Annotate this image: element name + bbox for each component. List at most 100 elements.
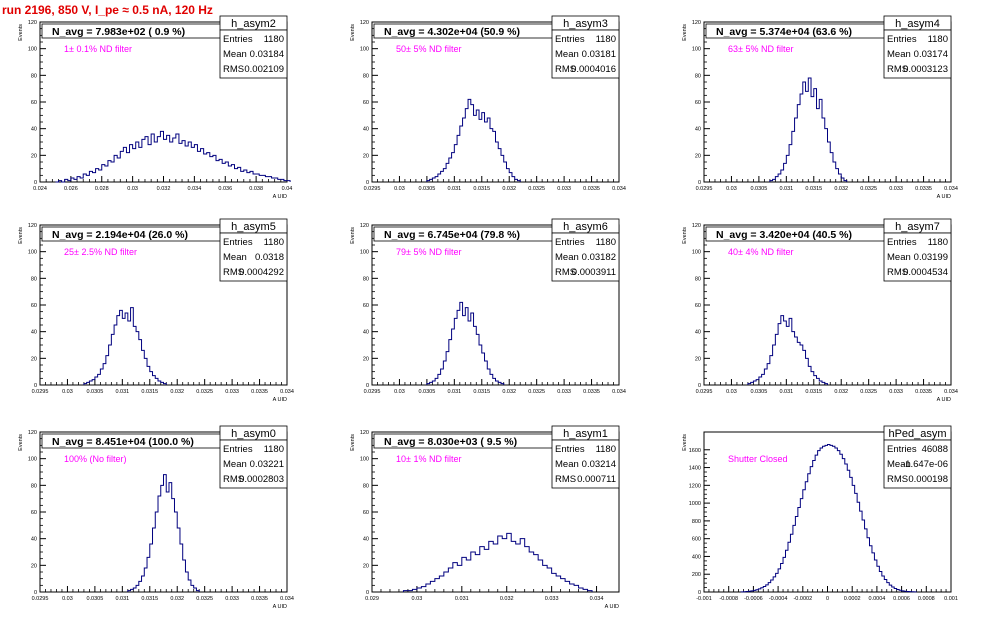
stats-title: h_asym7 bbox=[895, 221, 940, 233]
y-axis-label: Events bbox=[350, 24, 356, 41]
y-tick-label: 40 bbox=[695, 127, 701, 133]
y-tick-label: 200 bbox=[692, 572, 701, 578]
y-tick-label: 60 bbox=[31, 100, 37, 106]
y-tick-label: 20 bbox=[363, 153, 369, 159]
y-axis-label: Events bbox=[350, 434, 356, 451]
x-tick-label: -0.0006 bbox=[744, 596, 763, 602]
y-tick-label: 120 bbox=[28, 223, 37, 229]
x-tick-label: 0.031 bbox=[115, 596, 129, 602]
x-tick-label: -0.0008 bbox=[719, 596, 738, 602]
x-tick-label: 0.0305 bbox=[86, 389, 103, 395]
annotation-text: 25± 2.5% ND filter bbox=[64, 247, 137, 257]
stats-value: 0.03199 bbox=[914, 252, 948, 263]
stats-value: 1180 bbox=[928, 34, 948, 45]
x-tick-label: 0.034 bbox=[280, 596, 294, 602]
stats-value: 0.0004534 bbox=[903, 267, 948, 278]
x-tick-label: 0.0335 bbox=[915, 186, 932, 192]
stats-value: 0.0318 bbox=[255, 252, 284, 263]
y-tick-label: 1400 bbox=[689, 466, 701, 472]
y-tick-label: 20 bbox=[695, 153, 701, 159]
headline-text: N_avg = 7.983e+02 ( 0.9 %) bbox=[52, 26, 185, 38]
y-tick-label: 120 bbox=[360, 223, 369, 229]
stats-label: Entries bbox=[887, 34, 917, 45]
y-tick-label: 60 bbox=[31, 303, 37, 309]
x-tick-label: 0.0325 bbox=[528, 186, 545, 192]
x-tick-label: 0.033 bbox=[557, 389, 571, 395]
y-tick-label: 800 bbox=[692, 519, 701, 525]
y-tick-label: 20 bbox=[31, 356, 37, 362]
x-axis-label: A UID bbox=[273, 604, 287, 610]
y-tick-label: 120 bbox=[28, 430, 37, 436]
y-tick-label: 40 bbox=[31, 537, 37, 543]
stats-value: 0.03182 bbox=[582, 252, 616, 263]
x-tick-label: 0.0335 bbox=[583, 186, 600, 192]
stats-box bbox=[883, 439, 952, 489]
stats-value: 0.0004292 bbox=[239, 267, 284, 278]
stats-title: h_asym2 bbox=[231, 18, 276, 30]
stats-value: 0.0002803 bbox=[239, 474, 284, 485]
x-tick-label: 0.034 bbox=[612, 389, 626, 395]
y-tick-label: 0 bbox=[34, 383, 37, 389]
x-tick-label: 0.032 bbox=[834, 389, 848, 395]
x-tick-label: 0.0295 bbox=[32, 596, 49, 602]
y-tick-label: 100 bbox=[360, 250, 369, 256]
x-tick-label: 0.033 bbox=[889, 186, 903, 192]
x-tick-label: 0.032 bbox=[170, 389, 184, 395]
x-tick-label: 0.0004 bbox=[868, 596, 885, 602]
y-tick-label: 80 bbox=[31, 73, 37, 79]
y-tick-label: 60 bbox=[695, 303, 701, 309]
x-tick-label: 0.0305 bbox=[86, 596, 103, 602]
x-tick-label: 0.028 bbox=[95, 186, 109, 192]
x-tick-label: 0.0002 bbox=[844, 596, 861, 602]
y-tick-label: 80 bbox=[695, 73, 701, 79]
y-tick-label: 20 bbox=[31, 153, 37, 159]
histogram-line bbox=[747, 315, 828, 385]
stats-label: RMS bbox=[887, 474, 908, 485]
stats-value: 1180 bbox=[596, 34, 616, 45]
stats-label: RMS bbox=[887, 267, 908, 278]
stats-value: 0.0003123 bbox=[903, 64, 948, 75]
y-tick-label: 0 bbox=[366, 180, 369, 186]
annotation-text: 40± 4% ND filter bbox=[728, 247, 793, 257]
x-tick-label: 0.0305 bbox=[750, 389, 767, 395]
y-axis-label: Events bbox=[18, 24, 24, 41]
stats-label: Mean bbox=[555, 49, 579, 60]
x-tick-label: 0.031 bbox=[455, 596, 469, 602]
y-tick-label: 20 bbox=[31, 563, 37, 569]
x-tick-label: 0.03 bbox=[412, 596, 423, 602]
stats-value: 0.000198 bbox=[908, 474, 948, 485]
stats-value: 0.03174 bbox=[914, 49, 948, 60]
histogram-line bbox=[55, 130, 291, 183]
y-tick-label: 40 bbox=[363, 330, 369, 336]
annotation-text: 63± 5% ND filter bbox=[728, 44, 793, 54]
x-tick-label: 0.03 bbox=[394, 186, 405, 192]
histogram-line bbox=[740, 443, 917, 593]
y-axis-label: Events bbox=[18, 227, 24, 244]
y-tick-label: 80 bbox=[695, 276, 701, 282]
x-tick-label: 0.03 bbox=[726, 186, 737, 192]
x-tick-label: 0.0315 bbox=[805, 389, 822, 395]
x-tick-label: 0.03 bbox=[127, 186, 138, 192]
histogram-panel-h_asym4: 0 20 40 60 80 100 120 0.0295 0.03 0.0305 0.031 0.03… bbox=[682, 15, 958, 200]
histogram-panel-h_asym5: 0 20 40 60 80 100 120 0.0295 0.03 0.0305 0.031 0.03… bbox=[18, 218, 294, 403]
stats-label: Mean bbox=[887, 49, 911, 60]
annotation-text: 79± 5% ND filter bbox=[396, 247, 461, 257]
y-tick-label: 0 bbox=[698, 590, 701, 596]
y-tick-label: 80 bbox=[363, 483, 369, 489]
y-tick-label: 80 bbox=[31, 483, 37, 489]
y-tick-label: 80 bbox=[363, 276, 369, 282]
y-tick-label: 0 bbox=[698, 383, 701, 389]
stats-box bbox=[551, 29, 620, 79]
x-tick-label: 0.03 bbox=[62, 596, 73, 602]
stats-box bbox=[883, 29, 952, 79]
x-tick-label: 0.038 bbox=[249, 186, 263, 192]
x-tick-label: 0.032 bbox=[834, 186, 848, 192]
x-tick-label: 0.0325 bbox=[860, 389, 877, 395]
stats-value: 0.03214 bbox=[582, 459, 616, 470]
stats-label: Entries bbox=[223, 237, 253, 248]
x-tick-label: 0.0295 bbox=[696, 186, 713, 192]
histogram-line bbox=[769, 77, 848, 182]
x-tick-label: 0.0315 bbox=[473, 186, 490, 192]
y-tick-label: 100 bbox=[360, 457, 369, 463]
x-tick-label: 0.0335 bbox=[583, 389, 600, 395]
